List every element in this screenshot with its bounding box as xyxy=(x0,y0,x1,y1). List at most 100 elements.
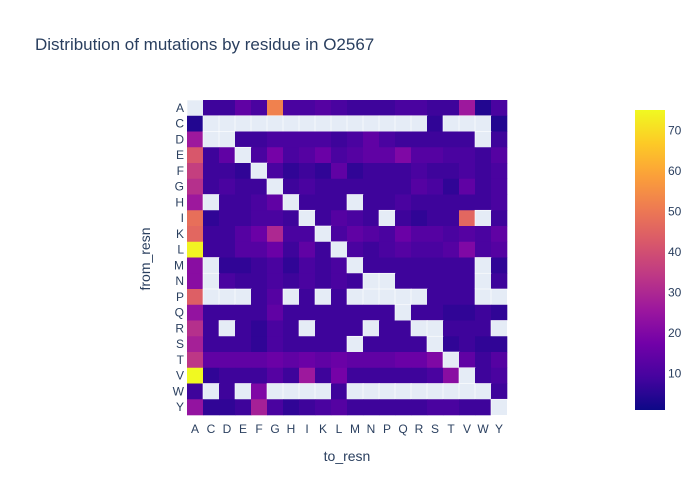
heatmap-cell-M-D xyxy=(219,257,236,274)
heatmap-cell-P-W xyxy=(474,288,492,306)
heatmap-cell-S-I xyxy=(299,336,316,353)
heatmap-cell-T-M xyxy=(347,352,364,369)
heatmap-cell-I-Y xyxy=(491,210,508,227)
heatmap-cell-R-P xyxy=(379,320,396,337)
heatmap-cell-C-S xyxy=(427,115,444,132)
heatmap-cell-V-R xyxy=(411,367,428,384)
y-tick-label: D xyxy=(175,132,184,146)
heatmap-cell-H-S xyxy=(427,194,444,211)
heatmap-cell-T-Q xyxy=(395,352,412,369)
heatmap-cell-Q-M xyxy=(347,304,364,321)
heatmap-cell-F-Q xyxy=(395,163,412,180)
heatmap-cell-F-S xyxy=(427,163,444,180)
heatmap-cell-H-N xyxy=(363,194,380,211)
heatmap-cell-N-F xyxy=(251,273,268,290)
colorbar-tick-label: 40 xyxy=(668,245,682,259)
heatmap-cell-E-S xyxy=(427,147,444,164)
heatmap-cell-M-N xyxy=(363,257,380,274)
y-tick-label: V xyxy=(176,369,184,383)
heatmap-cell-H-Y xyxy=(491,194,508,211)
heatmap-cell-M-T xyxy=(443,257,460,274)
heatmap-cell-I-K xyxy=(315,210,332,227)
heatmap-cell-S-T xyxy=(443,336,460,353)
heatmap-cell-D-E xyxy=(235,131,252,148)
x-tick-label: Y xyxy=(495,422,503,436)
y-tick-label: Q xyxy=(175,306,184,320)
heatmap-cell-G-W xyxy=(475,178,492,195)
heatmap-cell-M-E xyxy=(235,257,252,274)
heatmap-cell-S-E xyxy=(235,336,252,353)
heatmap-cell-V-I xyxy=(299,367,316,384)
heatmap-cell-M-Y xyxy=(491,257,508,274)
heatmap-cell-A-C xyxy=(203,100,220,117)
heatmap-cell-T-C xyxy=(203,352,220,369)
heatmap-cell-Q-N xyxy=(363,304,380,321)
heatmap-cell-L-R xyxy=(411,241,428,258)
heatmap-cell-R-A xyxy=(187,320,204,337)
heatmap-cell-A-Q xyxy=(395,100,412,117)
heatmap-cell-A-G xyxy=(267,100,284,117)
heatmap-cell-L-T xyxy=(443,241,460,258)
heatmap-cell-S-W xyxy=(475,336,492,353)
heatmap-cell-L-M xyxy=(347,241,364,258)
heatmap-cell-D-F xyxy=(251,131,268,148)
y-tick-label: C xyxy=(175,117,184,131)
heatmap-cell-Q-Y xyxy=(491,304,508,321)
heatmap-cell-F-E xyxy=(235,163,252,180)
heatmap-cell-W-I xyxy=(298,383,316,400)
heatmap-cell-P-K xyxy=(314,288,332,306)
heatmap-cell-V-D xyxy=(219,367,236,384)
heatmap-cell-K-G xyxy=(267,226,284,243)
heatmap-cell-I-P xyxy=(378,209,396,227)
heatmap-cell-T-E xyxy=(235,352,252,369)
heatmap-cell-N-W xyxy=(474,272,492,290)
heatmap-cell-S-R xyxy=(411,336,428,353)
heatmap-cell-H-V xyxy=(459,194,476,211)
heatmap-cell-I-N xyxy=(363,210,380,227)
heatmap-cell-Q-C xyxy=(203,304,220,321)
heatmap-cell-S-K xyxy=(315,336,332,353)
x-tick-label: A xyxy=(191,422,199,436)
heatmap-cell-L-W xyxy=(475,241,492,258)
heatmap-cell-D-R xyxy=(411,131,428,148)
heatmap-cell-D-A xyxy=(187,131,204,148)
heatmap-cell-L-Q xyxy=(395,241,412,258)
heatmap-cell-V-W xyxy=(475,367,492,384)
y-tick-label: G xyxy=(175,180,184,194)
y-tick-label: E xyxy=(176,148,184,162)
heatmap-cell-Y-H xyxy=(283,399,300,416)
x-tick-label: T xyxy=(447,422,455,436)
heatmap-cell-Y-C xyxy=(203,399,220,416)
heatmap-cell-I-L xyxy=(331,210,348,227)
heatmap-cell-C-C xyxy=(202,115,220,133)
heatmap-cell-M-A xyxy=(187,257,204,274)
heatmap-cell-D-W xyxy=(474,131,492,148)
heatmap-cell-F-C xyxy=(203,163,220,180)
heatmap-cell-L-C xyxy=(203,241,220,258)
heatmap-cell-E-K xyxy=(315,147,332,164)
heatmap-cell-Y-A xyxy=(187,399,204,416)
heatmap-cell-N-K xyxy=(315,273,332,290)
heatmap-cell-W-L xyxy=(331,383,348,400)
heatmap-cell-A-M xyxy=(347,100,364,117)
heatmap-cell-I-V xyxy=(459,210,476,227)
heatmap-cell-E-H xyxy=(283,147,300,164)
heatmap-cell-L-Y xyxy=(491,241,508,258)
heatmap-cell-W-H xyxy=(282,383,300,400)
heatmap-cell-H-T xyxy=(443,194,460,211)
heatmap-cell-D-M xyxy=(347,131,364,148)
heatmap-cell-L-P xyxy=(379,241,396,258)
heatmap-cell-L-G xyxy=(267,241,284,258)
heatmap-cell-G-S xyxy=(427,178,444,195)
heatmap-cell-C-N xyxy=(362,115,380,133)
x-tick-label: G xyxy=(270,422,279,436)
heatmap-cell-S-C xyxy=(203,336,220,353)
heatmap-cell-H-I xyxy=(299,194,316,211)
heatmap-cell-W-T xyxy=(442,383,460,400)
heatmap-cell-G-H xyxy=(283,178,300,195)
heatmap-cell-E-G xyxy=(267,147,284,164)
y-tick-label: T xyxy=(177,353,185,367)
heatmap-cell-E-P xyxy=(379,147,396,164)
heatmap-cell-G-R xyxy=(411,178,428,195)
heatmap-cell-T-Y xyxy=(491,352,508,369)
